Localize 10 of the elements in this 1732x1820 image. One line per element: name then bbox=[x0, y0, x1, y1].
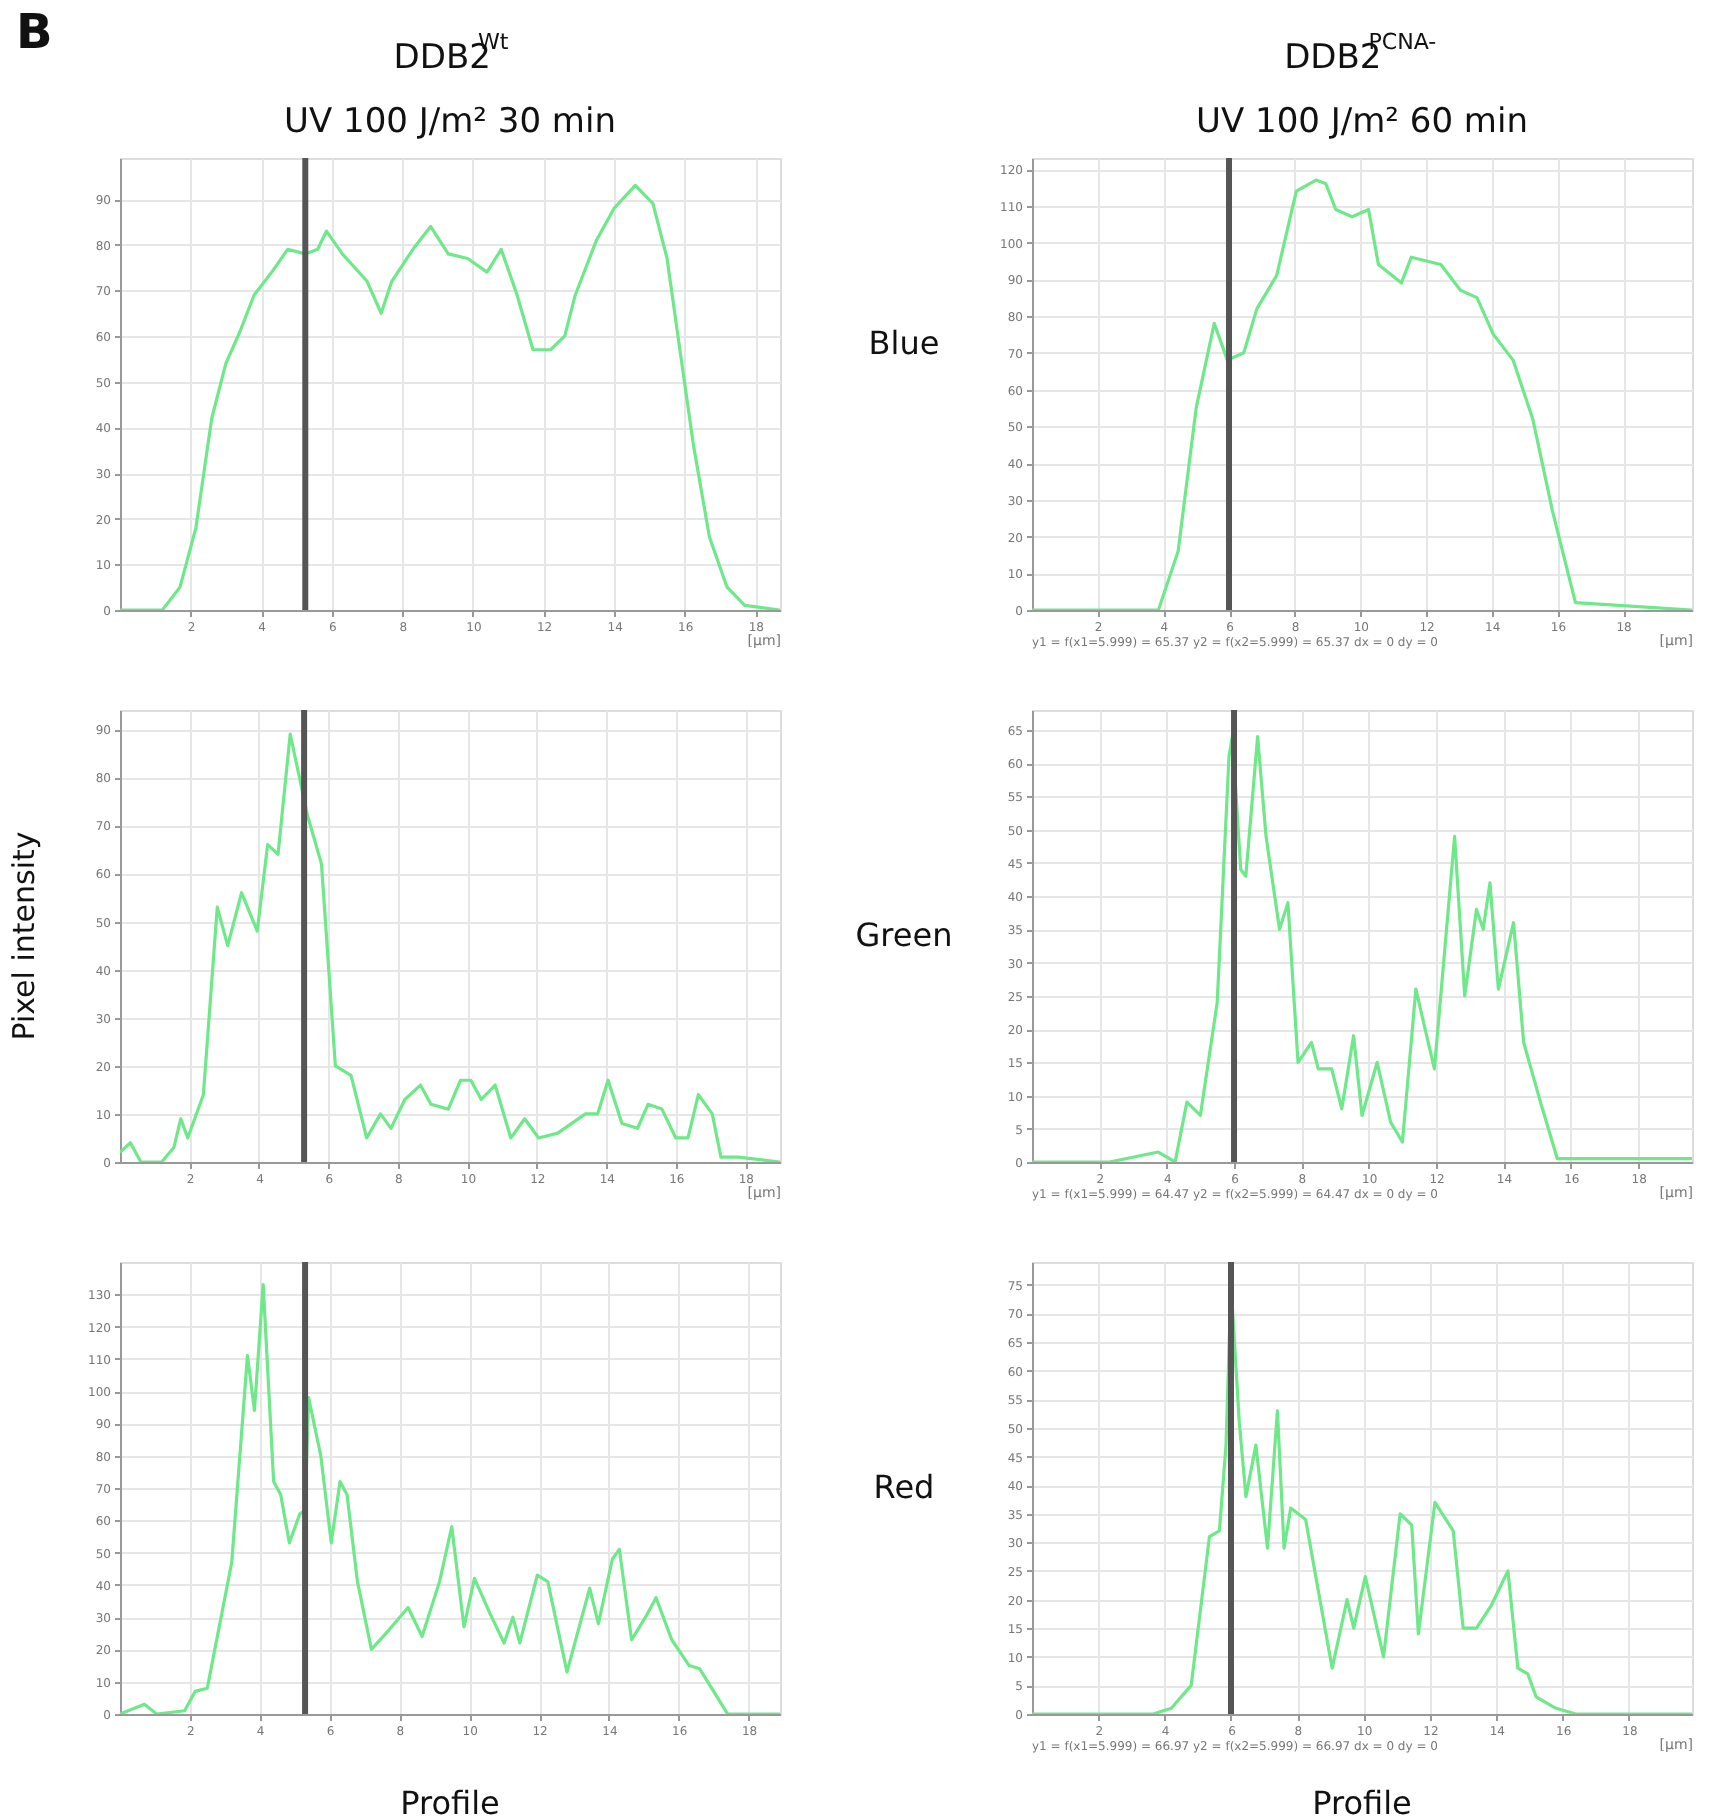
y-axis-title: Pixel intensity bbox=[6, 831, 42, 1041]
text: Red bbox=[873, 1468, 935, 1506]
chart-subtitle: UV 100 J/m² 30 min bbox=[284, 102, 616, 142]
text: Profile bbox=[1312, 1784, 1412, 1820]
chart-subtitle: UV 100 J/m² 60 min bbox=[1196, 102, 1528, 142]
text: Profile bbox=[400, 1784, 500, 1820]
chart-title: DDB2PCNA- bbox=[1284, 28, 1437, 78]
text: Green bbox=[855, 916, 953, 954]
text: Blue bbox=[868, 324, 940, 362]
text: B bbox=[16, 4, 53, 60]
